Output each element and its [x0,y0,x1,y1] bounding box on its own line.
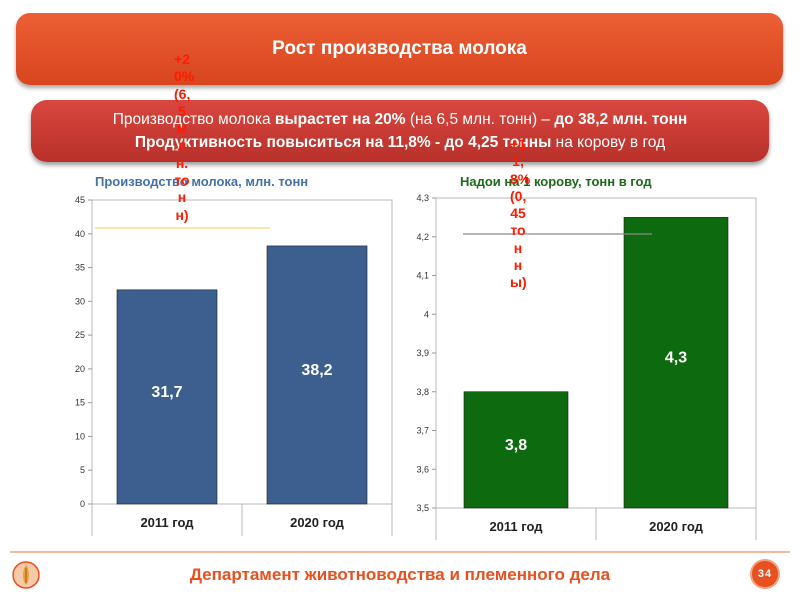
summary-banner: Производство молока вырастет на 20% (на … [31,100,769,162]
production-growth-annotation: +20% (6,5 млн. тонн) [174,51,195,223]
summary-highlight: Продуктивность повыситься на 11,8% - до … [134,134,552,151]
milk-production-chart-title: Производство молока, млн. тонн [95,174,309,189]
y-tick-label: 20 [75,364,85,374]
y-tick-label: 0 [80,499,85,509]
bar-value-label: 31,7 [151,384,182,401]
y-tick-label: 4 [424,309,429,319]
x-category-label: 2011 год [489,519,543,534]
yield-growth-annotation: +11,8% (0,45 тонны) [510,136,531,291]
bar [623,217,729,509]
bar [116,289,218,505]
summary-highlight: вырастет на 20% [274,111,406,128]
bar [266,245,368,505]
y-tick-label: 4,1 [416,271,429,281]
y-tick-label: 4,2 [416,232,429,242]
x-category-label: 2011 год [140,515,194,530]
x-category-label: 2020 год [649,519,704,534]
page-title: Рост производства молока [272,38,527,59]
y-tick-label: 4,3 [416,193,429,203]
summary-text: (на 6,5 млн. тонн) – [405,111,555,128]
title-banner: Рост производства молока [16,13,783,85]
y-tick-label: 40 [75,229,85,239]
y-tick-label: 35 [75,263,85,273]
bar [463,391,569,509]
y-tick-label: 15 [75,398,85,408]
summary-text: на корову в год [551,134,666,151]
footer-department: Департамент животноводства и племенного … [189,565,611,584]
bar-value-label: 4,3 [665,350,687,367]
y-tick-label: 30 [75,296,85,306]
y-tick-label: 5 [80,465,85,475]
y-tick-label: 3,6 [416,464,429,474]
y-tick-label: 45 [75,195,85,205]
y-tick-label: 3,9 [416,348,429,358]
summary-line-2: Продуктивность повыситься на 11,8% - до … [135,131,665,154]
summary-highlight: до 38,2 млн. тонн [554,111,688,128]
bar-value-label: 38,2 [301,362,332,379]
y-tick-label: 25 [75,330,85,340]
y-tick-label: 3,7 [416,426,429,436]
milk-yield-chart-title: Надои на 1 корову, тонн в год [460,174,652,189]
summary-line-1: Производство молока вырастет на 20% (на … [113,108,688,131]
page-number-badge: 34 [750,559,780,589]
bar-value-label: 3,8 [505,437,527,454]
footer-divider [10,551,790,553]
summary-text: Производство молока [112,111,275,128]
y-tick-label: 3,8 [416,387,429,397]
y-tick-label: 10 [75,431,85,441]
y-tick-label: 3,5 [416,503,429,513]
ministry-logo-icon [12,561,40,589]
x-category-label: 2020 год [290,515,345,530]
